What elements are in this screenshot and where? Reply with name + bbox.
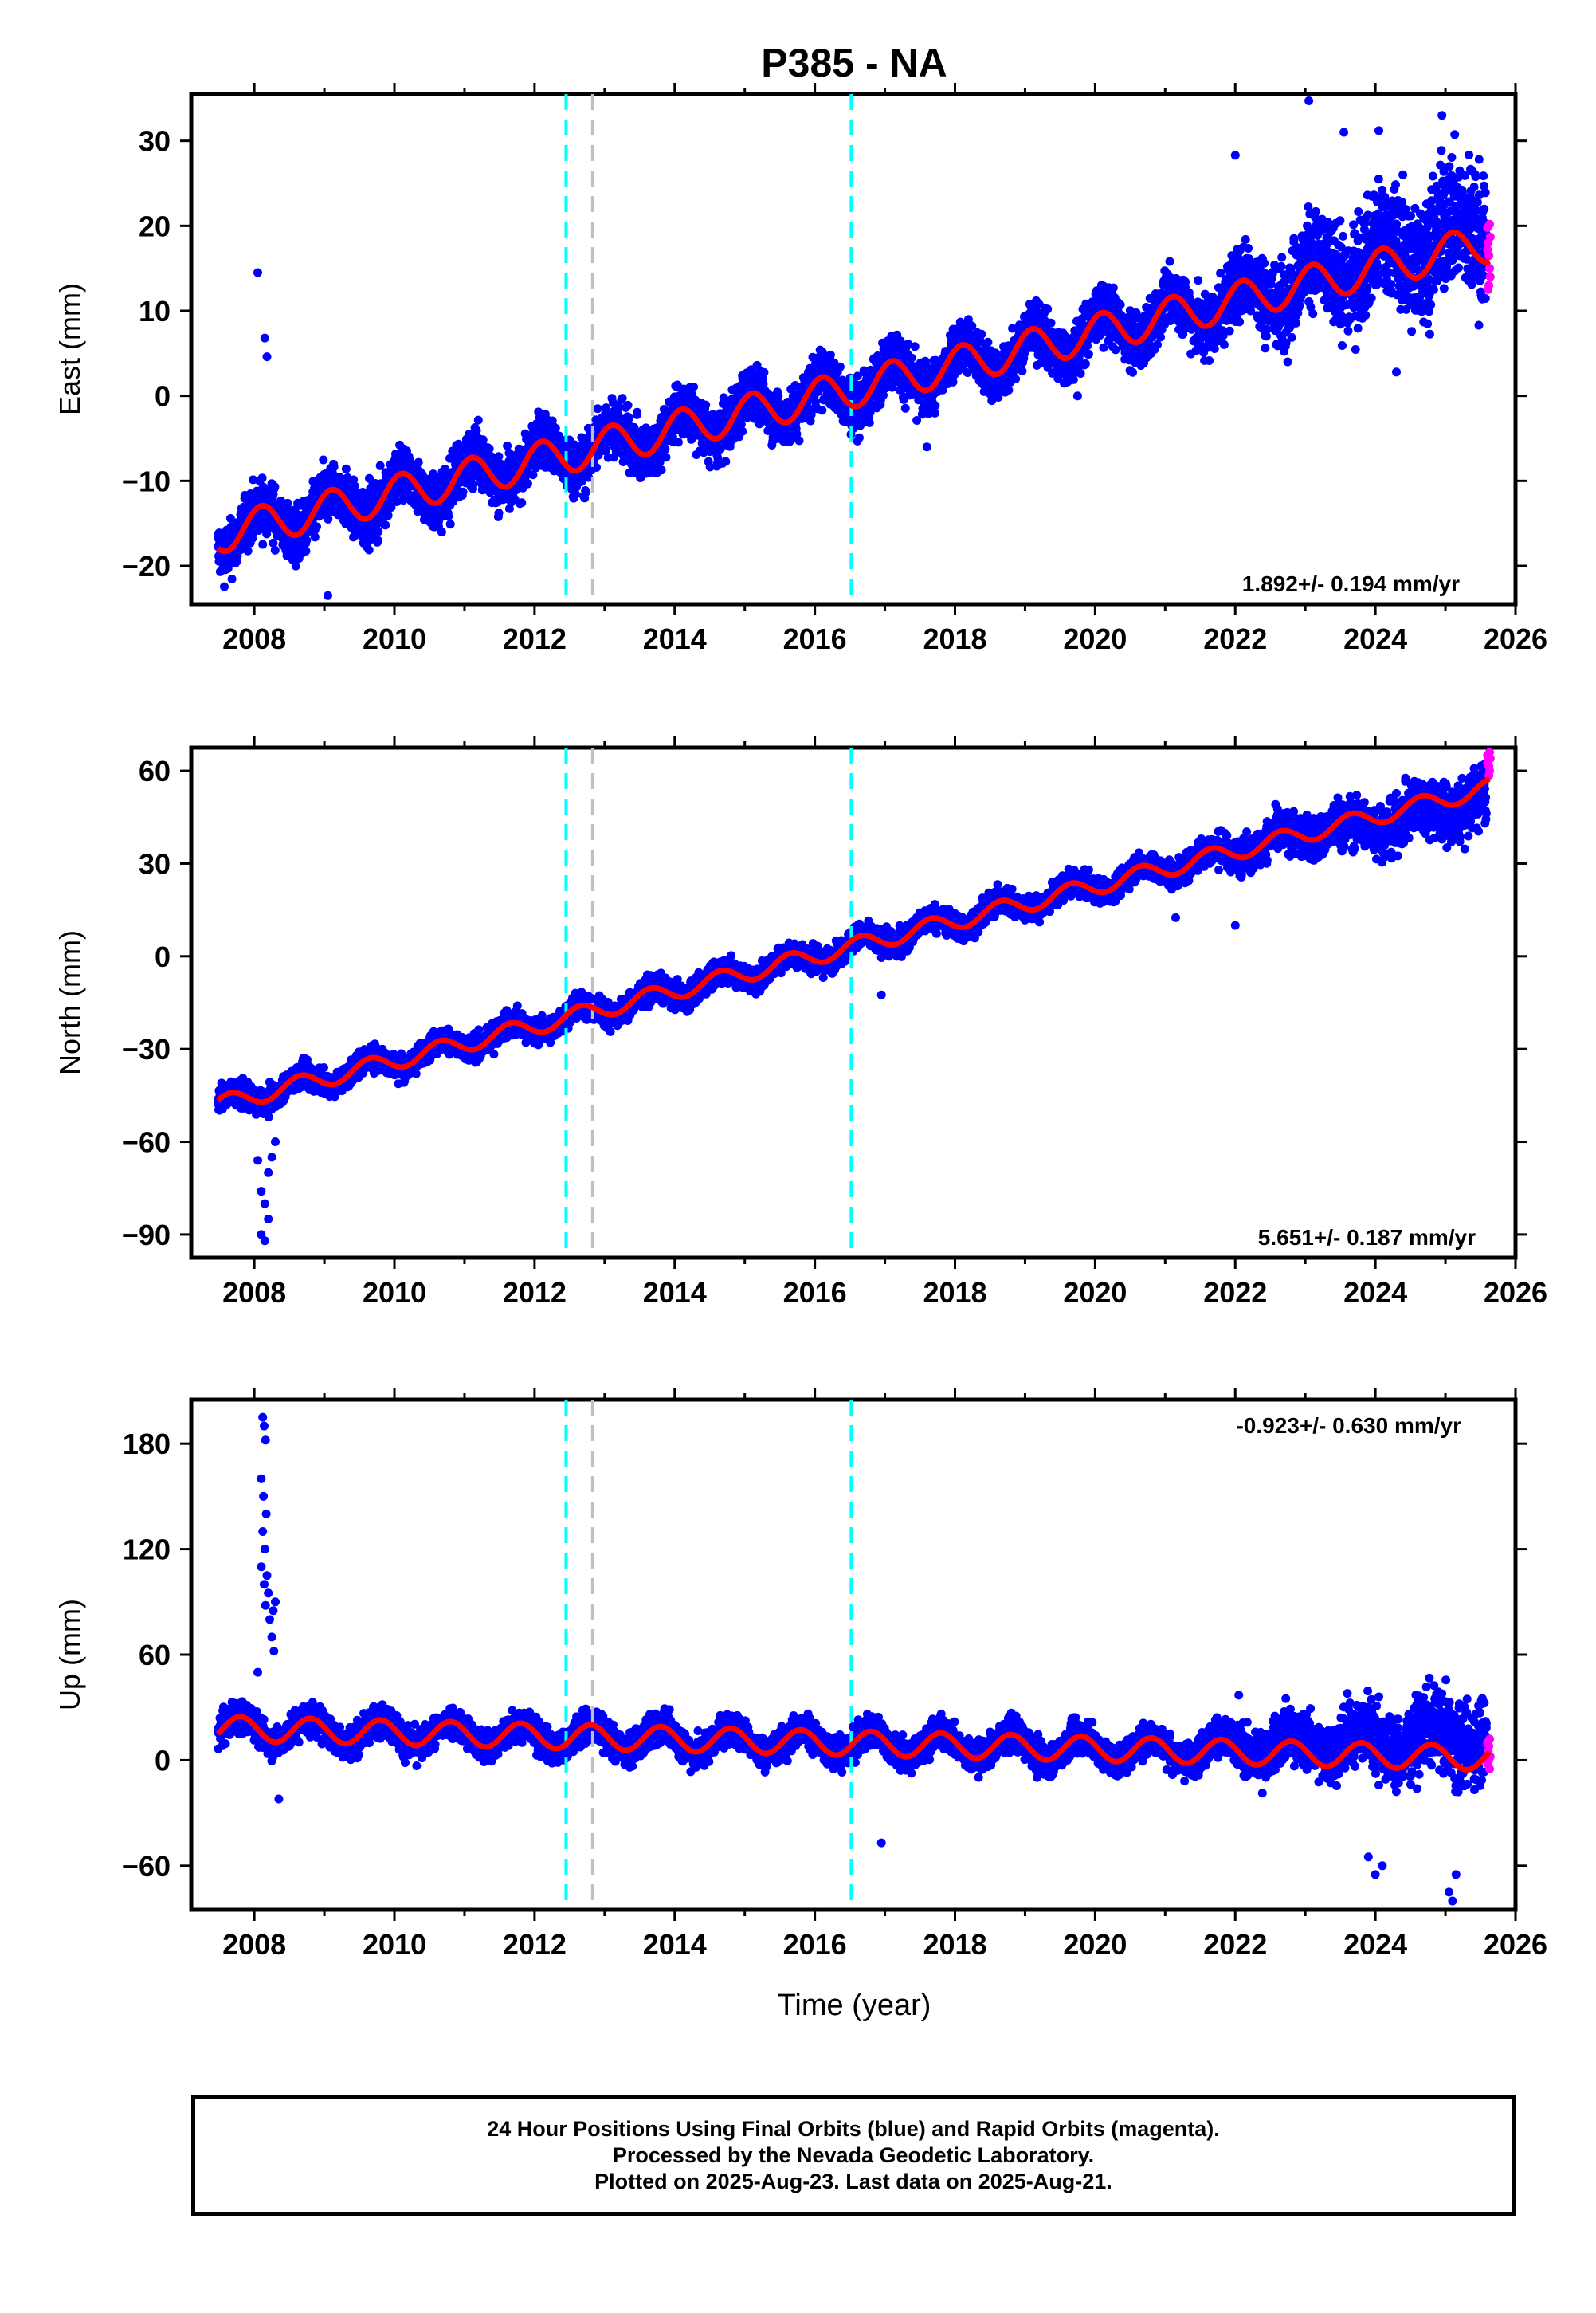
final-orbit-point bbox=[910, 342, 920, 351]
final-orbit-point bbox=[324, 514, 333, 524]
final-orbit-point bbox=[633, 407, 642, 417]
final-orbit-point bbox=[220, 582, 229, 591]
final-orbit-point bbox=[437, 528, 446, 537]
final-orbit-point bbox=[269, 538, 278, 548]
final-orbit-point bbox=[301, 546, 311, 556]
final-orbit-point bbox=[445, 520, 455, 529]
final-orbit-point bbox=[1128, 367, 1137, 377]
final-orbit-point bbox=[329, 462, 339, 472]
final-orbit-point bbox=[249, 475, 258, 485]
final-orbit-point bbox=[1153, 340, 1162, 349]
final-orbit-point bbox=[472, 426, 481, 435]
final-orbit-point bbox=[341, 464, 351, 473]
final-orbit-point bbox=[364, 545, 374, 555]
final-orbit-point bbox=[319, 455, 328, 465]
final-orbit-point bbox=[414, 457, 423, 467]
final-orbit-point bbox=[661, 445, 670, 454]
final-orbit-point bbox=[243, 546, 253, 556]
final-orbit-point bbox=[1116, 300, 1125, 309]
final-orbit-point bbox=[977, 329, 986, 339]
final-orbit-point bbox=[602, 403, 611, 413]
final-orbit-point bbox=[225, 514, 235, 523]
final-orbit-point bbox=[983, 337, 993, 347]
final-orbit-point bbox=[1108, 283, 1118, 293]
final-orbit-point bbox=[270, 482, 280, 492]
final-orbit-point bbox=[227, 575, 237, 583]
final-orbit-point bbox=[618, 394, 627, 403]
final-orbit-point bbox=[473, 415, 483, 425]
final-orbit-point bbox=[523, 479, 532, 489]
final-orbit-point bbox=[381, 520, 390, 530]
final-orbit-point bbox=[1043, 304, 1053, 314]
final-orbit-point bbox=[1084, 349, 1093, 359]
final-orbit-point bbox=[551, 423, 560, 433]
final-orbit-point bbox=[689, 382, 698, 391]
final-orbit-point bbox=[865, 418, 874, 427]
final-orbit-point bbox=[1046, 318, 1056, 328]
final-orbit-point bbox=[494, 452, 504, 461]
final-orbit-point bbox=[1076, 369, 1085, 378]
final-orbit-point bbox=[701, 400, 711, 410]
final-orbit-point bbox=[383, 511, 393, 520]
final-orbit-point bbox=[469, 480, 478, 489]
final-orbit-point bbox=[825, 350, 835, 359]
final-orbit-point bbox=[1165, 257, 1174, 266]
final-orbit-point bbox=[738, 426, 747, 436]
final-orbit-point bbox=[907, 353, 916, 363]
final-orbit-point bbox=[673, 438, 683, 447]
final-orbit-point bbox=[310, 532, 320, 542]
final-orbit-point bbox=[1011, 375, 1021, 383]
final-orbit-point bbox=[931, 401, 940, 410]
final-orbit-point bbox=[759, 367, 769, 377]
final-orbit-point bbox=[625, 414, 634, 422]
final-orbit-point bbox=[374, 527, 383, 536]
final-orbit-point bbox=[258, 540, 268, 549]
final-orbit-point bbox=[1004, 385, 1014, 395]
final-orbit-point bbox=[661, 453, 671, 462]
final-orbit-point bbox=[1080, 359, 1090, 368]
final-orbit-point bbox=[302, 536, 312, 545]
final-orbit-point bbox=[1156, 332, 1165, 342]
final-orbit-point bbox=[818, 406, 827, 415]
final-orbit-point bbox=[494, 509, 504, 518]
final-orbit-point bbox=[283, 498, 292, 508]
east-panel: 2008 2010 2012 2014 2016 2018 2020 2022 2024 2026… bbox=[53, 83, 1547, 655]
final-orbit-point bbox=[721, 457, 731, 466]
final-orbit-point bbox=[444, 512, 453, 521]
final-orbit-point bbox=[291, 561, 300, 571]
final-orbit-point bbox=[517, 498, 527, 508]
final-orbit-point bbox=[484, 444, 494, 454]
final-orbit-point bbox=[1018, 367, 1027, 375]
east-data-points bbox=[214, 96, 1495, 600]
final-orbit-point bbox=[657, 465, 666, 475]
final-orbit-point bbox=[582, 487, 591, 497]
final-orbit-point bbox=[774, 391, 783, 401]
final-orbit-point bbox=[1111, 345, 1120, 355]
final-orbit-point bbox=[900, 403, 910, 413]
final-orbit-point bbox=[373, 536, 382, 545]
final-orbit-point bbox=[835, 362, 845, 371]
final-orbit-point bbox=[930, 408, 939, 418]
figure-title: P385 - NA bbox=[761, 41, 947, 85]
east-panel-frame bbox=[189, 92, 1518, 607]
final-orbit-point bbox=[312, 522, 321, 532]
final-orbit-point bbox=[794, 436, 804, 446]
final-orbit-point bbox=[854, 433, 864, 442]
final-orbit-point bbox=[257, 473, 267, 483]
final-orbit-point bbox=[270, 545, 280, 555]
final-orbit-point bbox=[623, 400, 633, 410]
final-orbit-point bbox=[458, 487, 468, 497]
